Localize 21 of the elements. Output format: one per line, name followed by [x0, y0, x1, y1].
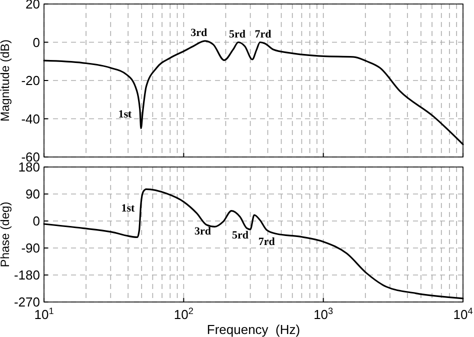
annotation: 3rd: [190, 26, 208, 39]
annotation: 5rd: [229, 28, 246, 40]
annotation: 3rd: [194, 226, 212, 238]
x-axis-title: Frequency (Hz): [206, 322, 300, 337]
y-tick-label: 0: [32, 214, 40, 228]
y-tick-label: -180: [14, 268, 40, 282]
annotation: 5rd: [232, 229, 249, 242]
y-tick-label: -90: [21, 240, 40, 256]
x-tick-label: 10$^{2}$: [174, 306, 194, 322]
x-tick-label: 10$^{4}$: [453, 306, 473, 322]
y-tick-label: -40: [21, 111, 40, 126]
y-axis-title: Phase (deg): [0, 202, 12, 268]
annotation: 1st: [121, 202, 136, 214]
annotation: 7rd: [254, 28, 272, 40]
y-tick-label: 0: [32, 34, 40, 50]
y-tick-label: 90: [26, 186, 40, 202]
annotation: 1st: [118, 108, 132, 120]
y-axis-title: Magnitude (dB): [0, 39, 12, 122]
y-tick-label: -20: [21, 73, 40, 88]
x-tick-label: 10$^{3}$: [314, 306, 334, 322]
annotation: 7rd: [258, 236, 275, 248]
